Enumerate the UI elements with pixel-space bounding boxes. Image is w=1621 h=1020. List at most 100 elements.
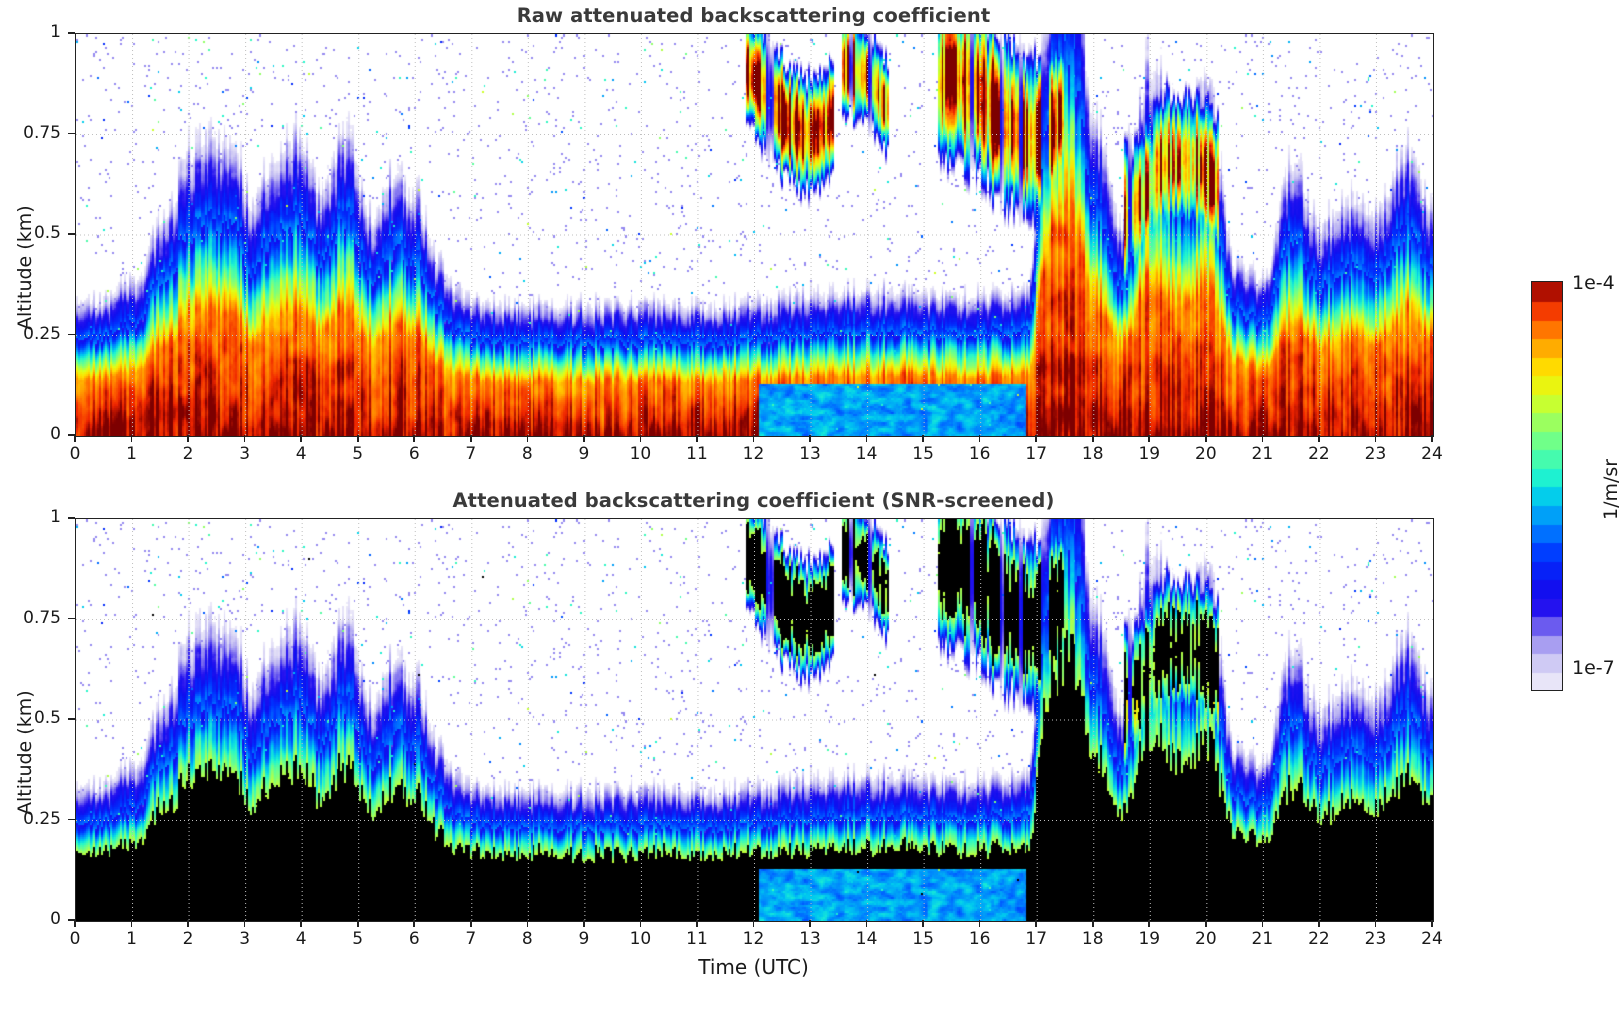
x-tickmark: [413, 435, 416, 442]
x-tick-label: 12: [742, 444, 765, 464]
x-tickmark: [243, 920, 246, 927]
x-tickmark: [1374, 920, 1377, 927]
y-tickmark: [68, 333, 75, 336]
x-tick-label: 1: [126, 444, 137, 464]
x-tickmark: [696, 920, 698, 927]
x-tick-label: 5: [352, 929, 364, 949]
x-tickmark: [130, 435, 133, 442]
x-tickmark: [978, 435, 981, 442]
x-tickmark: [1148, 435, 1151, 442]
x-tickmark: [1035, 920, 1037, 927]
y-tick-label: 0.75: [23, 607, 61, 628]
x-tick-label: 4: [295, 444, 307, 464]
x-tickmark: [752, 435, 755, 442]
colorbar-max-label: 1e-4: [1572, 272, 1615, 294]
x-tickmark: [1318, 435, 1320, 442]
colorbar-unit-label: 1/m/sr: [1600, 458, 1621, 520]
x-tick-label: 20: [1195, 929, 1217, 949]
y-tickmark: [68, 517, 75, 519]
x-tickmark: [469, 920, 472, 927]
x-tickmark: [356, 435, 359, 442]
x-tickmark: [639, 920, 642, 927]
x-tick-label: 7: [465, 444, 477, 464]
x-tick-label: 23: [1364, 929, 1387, 949]
x-tick-label: 15: [912, 929, 934, 949]
x-tickmark: [696, 435, 698, 442]
x-tickmark: [1205, 920, 1207, 927]
x-tickmark: [1318, 920, 1320, 927]
x-tick-label: 20: [1195, 444, 1217, 464]
x-tick-label: 23: [1364, 444, 1387, 464]
y-tickmark: [68, 617, 75, 620]
x-tickmark: [583, 435, 585, 442]
x-tick-label: 13: [799, 444, 821, 464]
x-tick-label: 13: [799, 929, 821, 949]
y-tick-label: 0.5: [33, 223, 61, 243]
y-tickmark: [68, 434, 75, 436]
panel-title-raw: Raw attenuated backscattering coefficien…: [516, 4, 991, 27]
x-tickmark: [1091, 435, 1094, 442]
y-tickmark: [68, 718, 75, 720]
x-tick-label: 17: [1025, 929, 1048, 949]
x-tick-label: 17: [1025, 444, 1048, 464]
x-tick-label: 14: [855, 929, 878, 949]
plot-area-screened[interactable]: [75, 518, 1434, 922]
y-tick-label: 0.25: [23, 323, 61, 344]
x-tick-label: 18: [1081, 929, 1104, 949]
x-tick-label: 19: [1138, 444, 1161, 464]
plot-area-raw[interactable]: [75, 33, 1434, 437]
x-tickmark: [809, 920, 811, 927]
colorbar[interactable]: [1531, 281, 1563, 691]
x-tick-label: 5: [352, 444, 364, 464]
x-tick-label: 8: [521, 444, 533, 464]
y-tick-label: 0.25: [23, 808, 61, 829]
x-tick-label: 22: [1308, 929, 1330, 949]
x-tick-label: 4: [295, 929, 307, 949]
x-tick-label: 24: [1421, 929, 1443, 949]
colorbar-min-label: 1e-7: [1572, 657, 1615, 679]
x-tickmark: [1035, 435, 1037, 442]
x-tick-label: 3: [239, 929, 251, 949]
x-tick-label: 10: [629, 929, 652, 949]
y-tick-label: 0.5: [33, 708, 61, 728]
x-tickmark: [865, 920, 868, 927]
y-tick-label: 0.75: [23, 122, 61, 143]
x-tickmark: [922, 920, 924, 927]
x-tick-label: 6: [408, 929, 420, 949]
y-tick-label: 0: [50, 909, 61, 929]
x-tick-label: 22: [1308, 444, 1330, 464]
x-tickmark: [469, 435, 472, 442]
x-tickmark: [1261, 435, 1264, 442]
x-tick-label: 21: [1251, 929, 1274, 949]
xlabel-time: Time (UTC): [698, 955, 809, 979]
x-tick-label: 8: [521, 929, 533, 949]
x-tickmark: [413, 920, 416, 927]
x-tick-label: 16: [968, 444, 991, 464]
x-tickmark: [1431, 435, 1433, 442]
x-tickmark: [1091, 920, 1094, 927]
x-tick-label: 10: [629, 444, 652, 464]
y-tickmark: [68, 32, 75, 34]
x-tickmark: [1374, 435, 1377, 442]
x-tickmark: [583, 920, 585, 927]
x-tick-label: 12: [742, 929, 765, 949]
x-tickmark: [639, 435, 642, 442]
x-tick-label: 19: [1138, 929, 1161, 949]
x-tickmark: [978, 920, 981, 927]
x-tickmark: [526, 435, 529, 442]
x-tickmark: [809, 435, 811, 442]
panel-title-screened: Attenuated backscattering coefficient (S…: [452, 489, 1055, 512]
x-tick-label: 9: [578, 929, 590, 949]
x-tickmark: [130, 920, 133, 927]
x-tick-label: 11: [686, 444, 708, 464]
x-tickmark: [187, 920, 189, 927]
x-tick-label: 1: [126, 929, 137, 949]
x-tick-label: 9: [578, 444, 590, 464]
x-tick-label: 0: [69, 929, 81, 949]
x-tick-label: 2: [182, 444, 194, 464]
x-tick-label: 21: [1251, 444, 1274, 464]
y-tick-label: 1: [50, 507, 61, 527]
y-tick-label: 1: [50, 22, 61, 42]
y-tick-label: 0: [50, 424, 61, 444]
